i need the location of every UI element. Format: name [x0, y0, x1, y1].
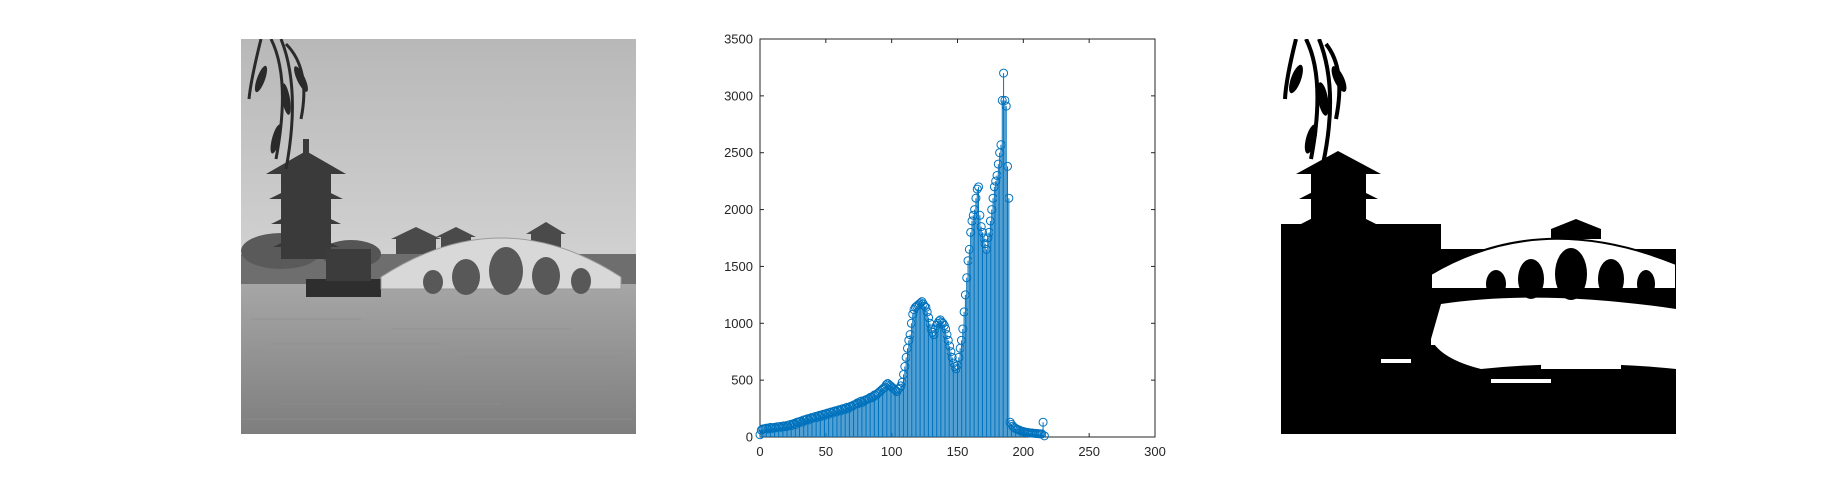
stem-marker — [942, 330, 952, 340]
x-tick-label: 200 — [1012, 444, 1034, 459]
stem-marker — [971, 193, 981, 203]
stem-marker — [924, 313, 934, 323]
stem-marker — [1038, 417, 1048, 427]
stem-marker — [976, 222, 986, 232]
x-tick-label: 0 — [756, 444, 763, 459]
stem-marker — [1039, 431, 1049, 441]
y-tick-label: 1000 — [724, 316, 753, 331]
x-tick-label: 100 — [881, 444, 903, 459]
stem-marker — [975, 210, 985, 220]
stem-marker — [938, 318, 948, 328]
stem-marker — [922, 307, 932, 317]
stem-series — [755, 68, 1049, 441]
stem-marker — [1000, 95, 1010, 105]
y-tick-label: 3500 — [724, 32, 753, 47]
x-tick-label: 50 — [819, 444, 833, 459]
stem-marker — [943, 335, 953, 345]
stem-marker — [941, 324, 951, 334]
x-tick-label: 250 — [1078, 444, 1100, 459]
y-tick-label: 0 — [746, 430, 753, 445]
y-tick-label: 3000 — [724, 88, 753, 103]
stem-marker — [978, 227, 988, 237]
stem-marker — [920, 301, 930, 311]
stem-marker — [946, 347, 956, 357]
binary-image — [1281, 39, 1676, 434]
stem-marker — [1037, 429, 1047, 439]
x-tick-label: 300 — [1144, 444, 1166, 459]
stem-marker — [972, 184, 982, 194]
stem-marker — [1003, 161, 1013, 171]
grayscale-image — [241, 39, 636, 434]
y-tick-label: 500 — [731, 373, 753, 388]
stem-marker — [1001, 101, 1011, 111]
y-tick-label: 2500 — [724, 145, 753, 160]
stem-marker — [947, 352, 957, 362]
y-tick-label: 1500 — [724, 259, 753, 274]
stem-marker — [1004, 193, 1014, 203]
stem-marker — [945, 341, 955, 351]
stem-marker — [974, 182, 984, 192]
x-tick-label: 150 — [947, 444, 969, 459]
y-tick-label: 2000 — [724, 202, 753, 217]
stem-marker — [921, 302, 931, 312]
tick-labels: 0 50 100 150 200 250 3000500100015002000250030… — [724, 32, 1166, 460]
stem-marker — [999, 68, 1009, 78]
